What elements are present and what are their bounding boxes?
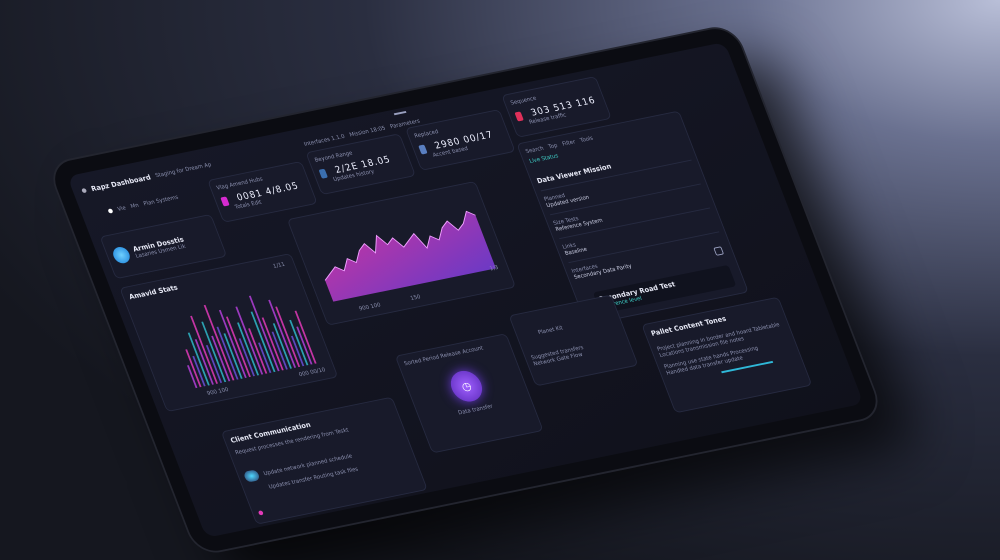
bar: [203, 304, 235, 381]
bar: [201, 321, 227, 383]
bar: [290, 335, 305, 367]
bar: [192, 355, 206, 387]
area-chart: [324, 210, 496, 302]
bar: [235, 306, 264, 375]
stat-card[interactable]: Replaced 2980 00/17 Accent based: [405, 109, 516, 171]
bar: [261, 317, 284, 371]
sub-nav-item[interactable]: Plan Systems: [142, 194, 180, 208]
timer-icon[interactable]: ◷: [446, 368, 487, 405]
tablet-device: Rapz Dashboard Staging for Dream Ap Inte…: [48, 25, 883, 555]
bar: [248, 328, 268, 374]
bar: [275, 306, 301, 368]
header: Rapz Dashboard Staging for Dream Ap: [80, 161, 212, 195]
status-dot-icon: [257, 510, 264, 516]
bar: [205, 345, 223, 384]
status-dot-icon: [107, 208, 114, 214]
notes-card: Pallet Content Tones Project planning in…: [641, 296, 813, 414]
stat-swatch-icon: [418, 144, 428, 155]
message-card: Client Communication Request processes t…: [220, 396, 428, 525]
area-line: [324, 210, 476, 281]
bar: [194, 339, 214, 385]
bar: [258, 342, 272, 373]
center-title: Sorted Period Release Account: [403, 344, 485, 368]
bar: [211, 335, 231, 382]
bar: [294, 310, 317, 364]
sub-nav: Vie Mn Plan Systems: [107, 194, 179, 214]
bar: [271, 331, 288, 370]
bar: [238, 338, 255, 377]
tool-button[interactable]: Filter: [561, 138, 577, 148]
bar-chart-card: Amavid Stats 1/11 900 100 000 00/10: [119, 253, 339, 413]
bar: [289, 319, 309, 366]
bar: [185, 349, 202, 388]
sub-nav-item[interactable]: Mn: [129, 202, 140, 210]
bar: [218, 309, 247, 378]
area-series: [325, 211, 496, 302]
toggle-icon[interactable]: [242, 469, 261, 483]
stat-swatch-icon: [220, 195, 230, 207]
bar: [187, 332, 210, 386]
bar: [237, 322, 260, 376]
small-title: Planet Kit: [537, 324, 565, 336]
tool-button[interactable]: Top: [547, 142, 559, 151]
area-chart-card: 900 100 150 1/3: [286, 180, 517, 326]
tool-button[interactable]: Search: [524, 145, 545, 155]
camera-notch: [393, 110, 407, 116]
bar: [223, 333, 243, 379]
bar: [272, 323, 292, 369]
bar: [268, 299, 297, 368]
app-title: Rapz Dashboard: [89, 173, 152, 194]
bar: [248, 295, 280, 372]
bar: [190, 315, 218, 384]
right-panel: Search Top Filter Tools Live Status Data…: [516, 110, 749, 326]
bar: [296, 326, 313, 365]
bar: [250, 311, 276, 373]
avatar: [110, 245, 133, 265]
menu-icon[interactable]: [81, 187, 88, 194]
dashboard-screen: Rapz Dashboard Staging for Dream Ap Inte…: [67, 41, 864, 538]
bar: [225, 316, 251, 378]
app-subtitle: Staging for Dream Ap: [154, 161, 213, 180]
bar-chart: [185, 295, 317, 389]
bar: [187, 365, 198, 389]
stat-swatch-icon: [514, 110, 524, 122]
center-caption: Data transfer: [457, 403, 494, 417]
sub-nav-item[interactable]: Vie: [116, 204, 127, 213]
stat-card[interactable]: Vlag Amend Hubs 0081 4/8.05 Totals Edit: [207, 161, 318, 223]
bar: [216, 326, 239, 380]
stat-swatch-icon: [318, 168, 328, 179]
tool-button[interactable]: Tools: [579, 135, 595, 144]
